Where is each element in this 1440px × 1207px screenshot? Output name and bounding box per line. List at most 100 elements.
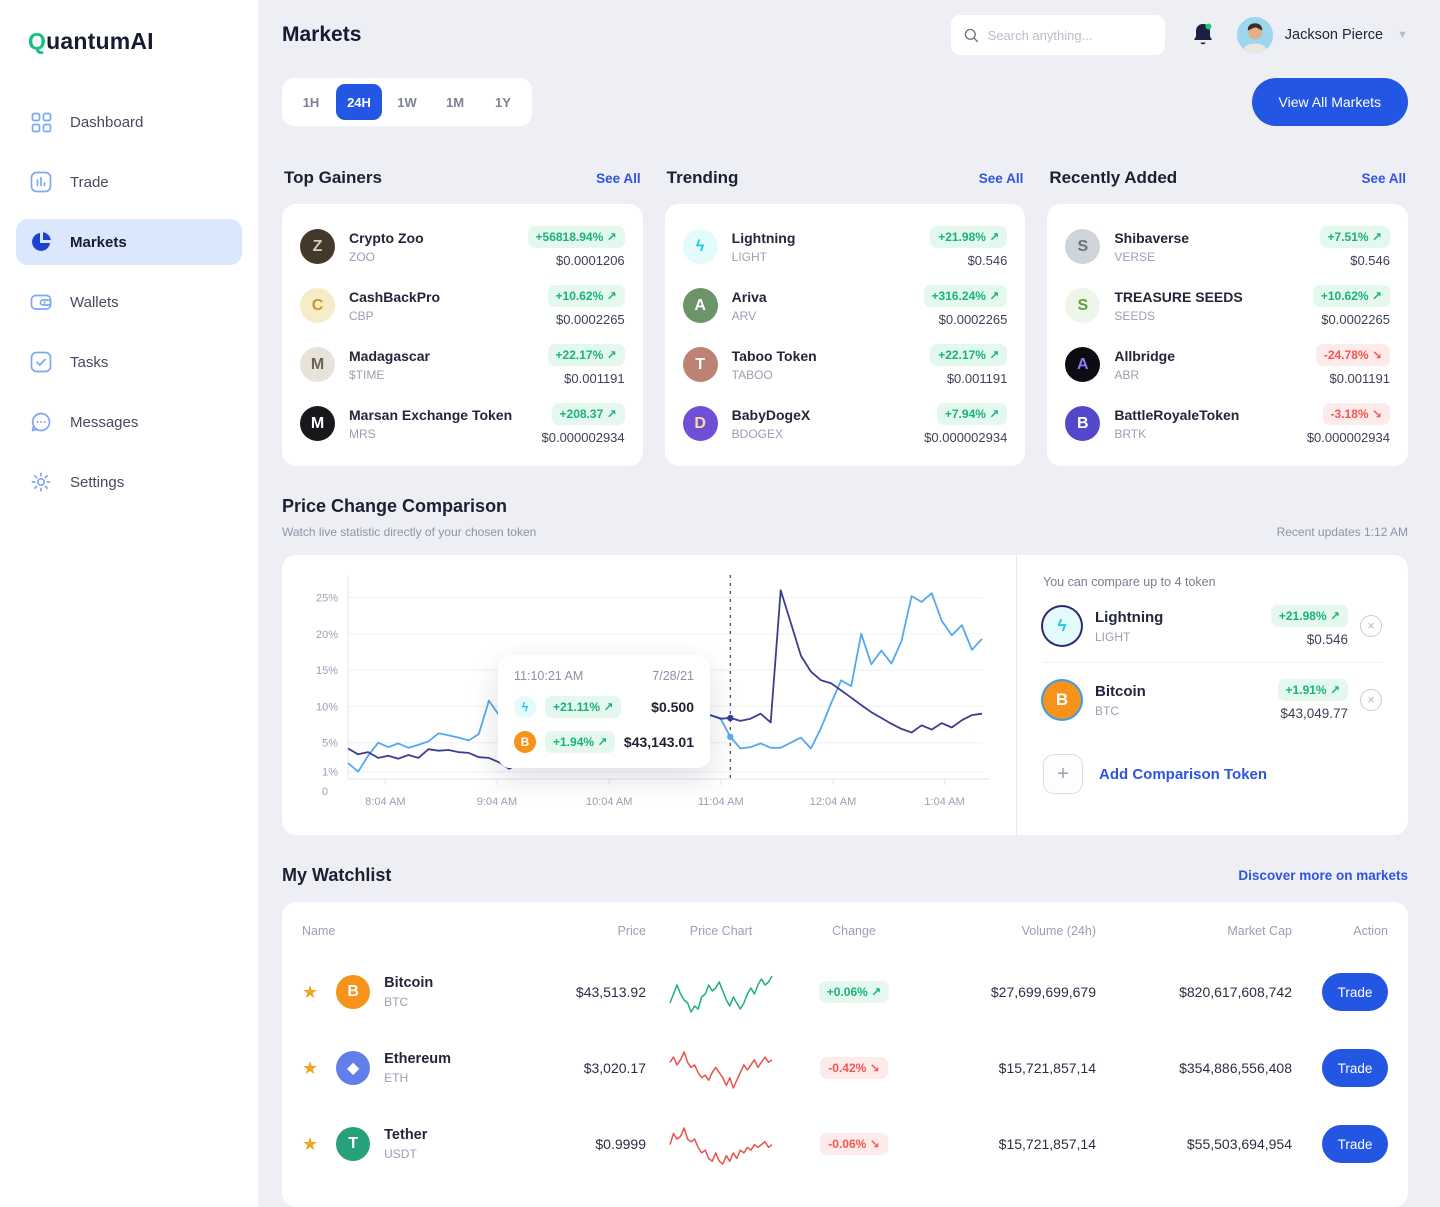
add-comparison-token-button[interactable]: + Add Comparison Token [1043,754,1382,794]
sidebar-item-trade[interactable]: Trade [16,159,242,205]
coin-name: TREASURE SEEDS [1114,288,1243,305]
star-icon[interactable]: ★ [302,1057,319,1078]
column-header-change: Change [832,924,876,938]
change-badge: +10.62% ↗ [547,284,625,307]
coin-symbol: BDOGEX [731,426,784,441]
coin-list-item[interactable]: S Shibaverse VERSE +7.51% ↗ $0.546 [1065,217,1390,276]
sidebar-item-dashboard[interactable]: Dashboard [16,99,242,145]
sparkline [646,1122,796,1166]
coin-symbol: ETH [384,1071,409,1085]
change-badge: +208.37 ↗ [551,402,625,425]
trade-button[interactable]: Trade [1322,1049,1388,1087]
watchlist-rows: ★ B Bitcoin BTC $43,513.92 +0.06% ↗ $27,… [302,954,1388,1182]
sidebar-item-tasks[interactable]: Tasks [16,339,242,385]
comparison-subtitle: Watch live statistic directly of your ch… [282,525,537,539]
change-cell: -0.42% ↘ [796,1057,912,1079]
comparison-token-list: ϟ Lightning LIGHT +21.98% ↗ $0.546 × B B… [1043,589,1382,736]
tab-range-1m[interactable]: 1M [445,94,465,110]
coin-list-item[interactable]: ϟ Lightning LIGHT +21.98% ↗ $0.546 [682,217,1008,276]
coin-texts: Madagascar $TIME [349,348,430,382]
coin-price: $0.001191 [564,370,625,386]
column-header-action: Action [1353,924,1388,938]
trade-button[interactable]: Trade [1322,1125,1388,1163]
coin-icon: ◆ [336,1051,371,1085]
search-box[interactable] [950,15,1165,55]
discover-markets-link[interactable]: Discover more on markets [1238,868,1408,883]
comparison-card: 25% 20% 15% 10% 5% 1% 0 8:04 AM 9:04 AM 10:04 AM 1… [282,555,1408,835]
change-badge: -3.18% ↘ [1322,402,1390,425]
brand-mark: Q [28,28,47,54]
svg-text:9:04 AM: 9:04 AM [477,796,517,808]
sidebar-item-wallets[interactable]: Wallets [16,279,242,325]
coin-price: $0.546 [1350,252,1390,268]
star-icon[interactable]: ★ [302,1133,319,1154]
tab-range-1h[interactable]: 1H [302,94,320,110]
market-list-title: Top Gainers [284,168,382,187]
svg-text:25%: 25% [316,593,338,605]
sparkline [646,1046,796,1090]
coin-list-item[interactable]: D BabyDogeX BDOGEX +7.94% ↗ $0.000002934 [682,394,1008,453]
coin-texts: Allbridge ABR [1114,348,1175,382]
coin-price: $0.0002265 [555,311,625,327]
change-badge: +7.94% ↗ [936,402,1008,425]
star-icon[interactable]: ★ [302,981,319,1002]
remove-token-button[interactable]: × [1360,615,1382,637]
coin-list-item[interactable]: B BattleRoyaleToken BRTK -3.18% ↘ $0.000… [1065,394,1390,453]
add-comparison-label: Add Comparison Token [1099,765,1268,783]
market-list-header: Trending See All [665,168,1026,188]
trend-up-icon: ↗ [1371,229,1382,244]
coin-list-item[interactable]: M Madagascar $TIME +22.17% ↗ $0.001191 [300,335,625,394]
remove-token-button[interactable]: × [1360,689,1382,711]
watch-texts: Bitcoin BTC [384,975,433,1009]
market-list: Recently Added See All S Shibaverse VERSE… [1047,168,1408,466]
bell-icon[interactable] [1191,22,1215,48]
sidebar-item-markets[interactable]: Markets [16,219,242,265]
coin-list-item[interactable]: C CashBackPro CBP +10.62% ↗ $0.0002265 [300,276,625,335]
brand-logo[interactable]: QuantumAI [28,28,154,54]
token-texts: Bitcoin BTC [1095,683,1146,718]
comparison-chart[interactable]: 25% 20% 15% 10% 5% 1% 0 8:04 AM 9:04 AM 10:04 AM 1… [282,555,1016,835]
change-badge: +21.98% ↗ [930,225,1008,248]
coin-texts: Ariva ARV [732,289,767,323]
volume-cell: $15,721,857,14 [998,1136,1096,1152]
avatar[interactable] [1236,17,1273,53]
coin-name: Ariva [731,288,767,305]
coin-list-item[interactable]: M Marsan Exchange Token MRS +208.37 ↗ $0… [300,394,625,453]
see-all-link[interactable]: See All [596,170,641,186]
sidebar-item-messages[interactable]: Messages [16,399,242,445]
tab-range-24h[interactable]: 24H [336,84,382,120]
user-name[interactable]: Jackson Pierce [1284,27,1384,43]
coin-list-item[interactable]: A Allbridge ABR -24.78% ↘ $0.001191 [1065,335,1390,394]
view-all-markets-button[interactable]: View All Markets [1251,78,1408,126]
see-all-link[interactable]: See All [1361,170,1406,186]
volume-cell: $27,699,699,679 [990,984,1096,1000]
caret-down-icon[interactable]: ▼ [1397,29,1408,41]
sidebar-item-label: Markets [70,233,127,251]
coin-price: $0.0001206 [555,252,625,268]
coin-price: $0.546 [967,252,1008,268]
change-badge: +1.94% ↗ [545,731,616,753]
coin-symbol: VERSE [1114,249,1156,264]
change-badge: +56818.94% ↗ [527,225,625,248]
coin-list-item[interactable]: Z Crypto Zoo ZOO +56818.94% ↗ $0.0001206 [300,217,625,276]
change-badge: +22.17% ↗ [930,343,1008,366]
coin-values: +22.17% ↗ $0.001191 [547,343,625,386]
change-badge: +316.24% ↗ [923,284,1008,307]
coin-list-item[interactable]: T Taboo Token TABOO +22.17% ↗ $0.001191 [682,335,1008,394]
sidebar-item-settings[interactable]: Settings [16,459,242,505]
coin-name: Shibaverse [1114,229,1190,246]
markets-icon [30,231,52,253]
change-badge: -0.06% ↘ [820,1133,888,1155]
see-all-link[interactable]: See All [978,170,1024,186]
tab-range-1y[interactable]: 1Y [495,94,511,110]
coin-list-item[interactable]: A Ariva ARV +316.24% ↗ $0.0002265 [682,276,1008,335]
coin-list-item[interactable]: S TREASURE SEEDS SEEDS +10.62% ↗ $0.0002… [1065,276,1390,335]
coin-icon: ϟ [682,229,718,264]
trade-button[interactable]: Trade [1322,973,1388,1011]
search-input[interactable] [987,27,1152,43]
column-header-name: Name [302,924,336,938]
chart-tooltip: 11:10:21 AM 7/28/21 ϟ +21.11% ↗ $0.500 B +1.… [498,655,710,768]
search-icon [964,28,978,42]
tab-range-1w[interactable]: 1W [397,94,417,110]
volume-cell: $15,721,857,14 [998,1060,1096,1076]
